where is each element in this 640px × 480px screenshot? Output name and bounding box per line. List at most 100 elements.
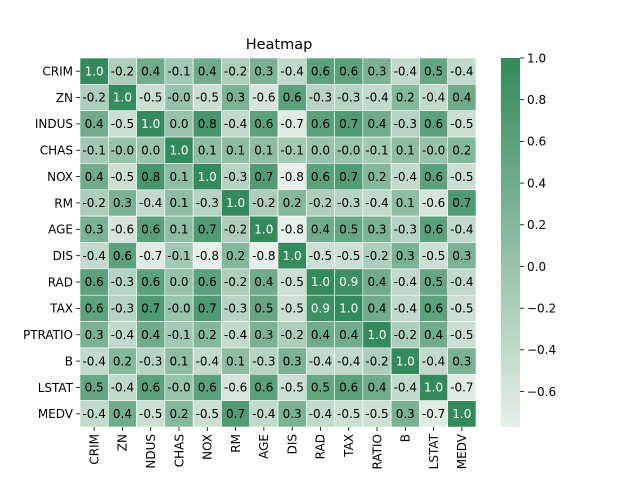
heatmap-cell xyxy=(249,84,279,112)
cell-value-label: -0.5 xyxy=(139,407,162,421)
cell-value-label: 0.3 xyxy=(283,354,302,368)
cell-value-label: 0.6 xyxy=(311,64,330,78)
colorbar-tick-label: −0.6 xyxy=(527,385,556,399)
cell-value-label: 0.7 xyxy=(254,170,273,184)
cell-value-label: 1.0 xyxy=(396,354,415,368)
cell-value-label: 0.5 xyxy=(339,223,358,237)
cell-value-label: -0.7 xyxy=(450,381,473,395)
cell-value-label: -0.2 xyxy=(252,196,275,210)
cell-value-label: -0.2 xyxy=(394,328,417,342)
heatmap-cell xyxy=(419,373,449,401)
cell-value-label: -0.4 xyxy=(365,91,388,105)
cell-value-label: 1.0 xyxy=(141,117,160,131)
heatmap-cell xyxy=(164,84,194,112)
cell-value-label: 0.2 xyxy=(367,170,386,184)
heatmap-cell xyxy=(390,189,420,217)
cell-value-label: 0.1 xyxy=(169,354,188,368)
cell-value-label: -0.5 xyxy=(450,117,473,131)
cell-value-label: 0.6 xyxy=(339,381,358,395)
cell-value-label: 0.1 xyxy=(396,143,415,157)
cell-value-label: 0.1 xyxy=(169,196,188,210)
heatmap-cell xyxy=(277,110,307,138)
heatmap-cell xyxy=(164,215,194,243)
colorbar-tick-label: −0.2 xyxy=(527,301,556,315)
heatmap-cell xyxy=(249,189,279,217)
cell-value-label: 0.4 xyxy=(198,64,217,78)
heatmap-cell xyxy=(419,215,449,243)
heatmap-cell xyxy=(221,347,251,375)
cell-value-label: -0.4 xyxy=(450,223,473,237)
heatmap-cell xyxy=(447,268,477,296)
cell-value-label: -0.4 xyxy=(280,64,303,78)
cell-value-label: -0.5 xyxy=(196,91,219,105)
cell-value-label: -0.4 xyxy=(337,354,360,368)
colorbar-tick-label: 0.6 xyxy=(527,135,546,149)
cell-value-label: -0.1 xyxy=(280,143,303,157)
cell-value-label: -0.3 xyxy=(196,196,219,210)
cell-value-label: 0.4 xyxy=(311,328,330,342)
heatmap-cell xyxy=(192,189,222,217)
cell-value-label: 0.6 xyxy=(424,223,443,237)
cell-value-label: 0.4 xyxy=(367,275,386,289)
heatmap-cell xyxy=(362,373,392,401)
heatmap-cell xyxy=(305,400,335,428)
y-axis-ticks: CRIM ZN INDUS CHAS NOX RM AGE DIS RAD TAX PTRATIO B… xyxy=(23,64,80,421)
y-tick-label: CHAS xyxy=(40,144,73,158)
chart-title: Heatmap xyxy=(246,37,313,53)
cell-value-label: 0.0 xyxy=(141,143,160,157)
heatmap-cell xyxy=(192,215,222,243)
x-tick-label: ZN xyxy=(116,434,130,451)
cell-value-label: -0.2 xyxy=(280,328,303,342)
heatmap-cell xyxy=(79,347,109,375)
cell-value-label: 0.4 xyxy=(254,275,273,289)
heatmap-cell xyxy=(334,163,364,191)
cell-value-label: -0.6 xyxy=(422,196,445,210)
cell-value-label: 0.1 xyxy=(169,170,188,184)
heatmap-cell xyxy=(192,400,222,428)
heatmap-cell xyxy=(79,268,109,296)
heatmap-cell xyxy=(447,215,477,243)
x-tick-label: MEDV xyxy=(455,433,469,469)
cell-value-label: -0.4 xyxy=(422,91,445,105)
cell-value-label: 0.1 xyxy=(169,223,188,237)
cell-value-label: -0.7 xyxy=(280,117,303,131)
heatmap-cell xyxy=(390,268,420,296)
heatmap-cell xyxy=(277,57,307,85)
y-tick-label: NOX xyxy=(47,170,73,184)
heatmap-cell xyxy=(305,84,335,112)
heatmap-cell xyxy=(192,321,222,349)
cell-value-label: -0.3 xyxy=(252,354,275,368)
cell-value-label: -0.8 xyxy=(280,170,303,184)
cell-value-label: -0.3 xyxy=(394,223,417,237)
heatmap-cell xyxy=(221,189,251,217)
cell-value-label: -0.4 xyxy=(111,381,134,395)
cell-value-label: -0.8 xyxy=(196,249,219,263)
cell-value-label: 1.0 xyxy=(452,407,471,421)
heatmap-cell xyxy=(79,294,109,322)
cell-value-label: -0.4 xyxy=(450,64,473,78)
y-tick-label: B xyxy=(65,354,73,368)
x-axis-ticks: CRIM ZN NDUS CHAS NOX RM AGE DIS RAD TAX RATIO B LST… xyxy=(87,427,469,469)
cell-value-label: 0.7 xyxy=(198,223,217,237)
cell-value-label: 0.3 xyxy=(367,64,386,78)
cell-value-label: 0.6 xyxy=(198,275,217,289)
cell-value-label: -0.5 xyxy=(280,275,303,289)
cell-value-label: -0.8 xyxy=(252,249,275,263)
cell-value-label: -0.0 xyxy=(422,143,445,157)
y-tick-label: RAD xyxy=(48,275,73,289)
cell-value-label: 0.3 xyxy=(367,223,386,237)
heatmap-cell xyxy=(305,242,335,270)
heatmap-cell xyxy=(136,294,166,322)
heatmap-cell xyxy=(136,163,166,191)
cell-value-label: 0.1 xyxy=(226,143,245,157)
cell-value-label: -0.4 xyxy=(394,64,417,78)
cell-value-label: 1.0 xyxy=(339,302,358,316)
heatmap-cell xyxy=(107,57,137,85)
cell-value-label: -0.2 xyxy=(224,64,247,78)
cell-value-label: 1.0 xyxy=(283,249,302,263)
cell-value-label: 0.6 xyxy=(424,117,443,131)
cell-value-label: 0.3 xyxy=(254,64,273,78)
cell-value-label: 0.2 xyxy=(226,249,245,263)
cell-value-label: 0.6 xyxy=(254,381,273,395)
cell-value-label: 0.5 xyxy=(311,381,330,395)
